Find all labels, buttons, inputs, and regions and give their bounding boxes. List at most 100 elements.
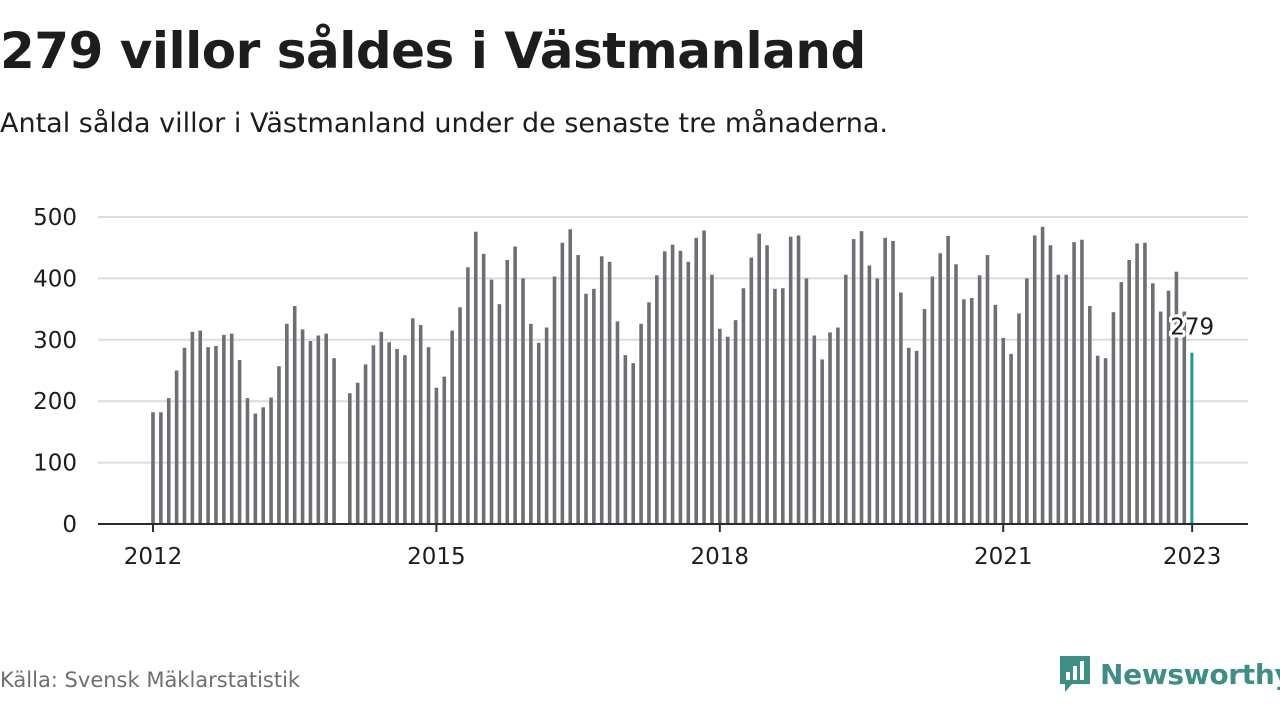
bar <box>891 240 895 525</box>
x-tick-label: 2015 <box>407 544 466 570</box>
bar <box>686 261 691 524</box>
y-tick-label: 300 <box>33 328 77 354</box>
bar <box>1072 242 1076 524</box>
bar <box>308 341 313 524</box>
latest-value-label: 279 <box>1170 315 1214 341</box>
bar <box>560 242 565 524</box>
bar <box>1017 313 1021 524</box>
bar <box>466 267 470 524</box>
bar <box>678 250 683 524</box>
bar <box>843 274 848 524</box>
bar <box>1095 355 1100 524</box>
bar <box>615 321 620 524</box>
bar <box>954 264 958 524</box>
bar <box>1064 274 1069 524</box>
bar <box>1143 242 1147 524</box>
bar <box>599 256 604 524</box>
bar <box>938 253 943 524</box>
bar <box>379 331 384 524</box>
bar <box>631 363 636 524</box>
bar <box>505 259 510 524</box>
x-tick-label: 2021 <box>974 544 1033 570</box>
y-tick-label: 100 <box>33 451 77 477</box>
bar <box>1158 311 1163 524</box>
bar <box>875 278 880 524</box>
bar <box>749 257 754 524</box>
bar <box>1135 243 1139 525</box>
bar <box>403 355 407 524</box>
bar <box>607 261 612 524</box>
bar <box>458 307 462 524</box>
bar <box>623 355 628 524</box>
bar <box>521 278 525 524</box>
bar <box>804 278 809 524</box>
y-tick-label: 500 <box>33 205 77 231</box>
bar <box>497 304 502 524</box>
bar <box>765 245 769 524</box>
bar <box>1056 274 1061 524</box>
bar <box>922 309 927 524</box>
bar <box>836 327 840 524</box>
bar <box>332 358 336 524</box>
bar <box>269 397 273 524</box>
bar <box>1040 226 1045 524</box>
bar <box>662 251 667 524</box>
bar <box>182 347 187 524</box>
bar <box>568 229 573 524</box>
x-tick-label: 2012 <box>124 544 183 570</box>
y-tick-label: 200 <box>33 389 77 415</box>
bar <box>655 275 659 524</box>
bar <box>174 370 179 524</box>
bar <box>363 364 368 524</box>
bar <box>930 276 935 524</box>
bar <box>985 255 990 524</box>
bar <box>261 407 266 524</box>
bar <box>1025 278 1029 524</box>
bar <box>159 412 163 524</box>
bar <box>292 306 297 524</box>
bar <box>410 318 415 524</box>
bar <box>670 244 675 524</box>
bar <box>355 382 360 524</box>
bar <box>946 236 950 524</box>
bar <box>198 330 203 524</box>
bar <box>914 350 919 524</box>
bar <box>883 237 887 524</box>
y-axis-ticks: 0 100 200 300 400 500 <box>33 205 77 538</box>
brand[interactable]: Newsworthy <box>1058 654 1280 694</box>
bar <box>1127 259 1131 524</box>
bar <box>694 237 699 524</box>
data-labels: 279 <box>1167 312 1217 344</box>
bar <box>481 253 486 524</box>
bar <box>253 413 258 524</box>
bar <box>434 387 439 524</box>
bar <box>796 235 801 525</box>
bar <box>773 288 777 524</box>
x-tick-label: 2018 <box>691 544 750 570</box>
bar <box>584 293 588 524</box>
bar <box>166 398 171 524</box>
bar <box>1001 337 1006 524</box>
bar <box>442 376 447 524</box>
bar <box>285 323 289 524</box>
bar <box>962 299 966 524</box>
bar <box>647 302 651 524</box>
bar <box>592 288 596 524</box>
bar <box>851 239 856 524</box>
bar <box>316 335 321 524</box>
bar <box>348 393 352 524</box>
bar <box>552 276 557 524</box>
bar-chart: 0 100 200 300 400 500 2012 2015 2018 2021 2023 27… <box>33 205 1248 570</box>
bars <box>151 226 1194 525</box>
bar <box>725 336 730 524</box>
bar <box>190 331 195 524</box>
bar <box>969 298 974 524</box>
bar <box>277 366 281 524</box>
bar <box>906 347 911 524</box>
bar <box>702 230 706 524</box>
bar <box>812 335 817 524</box>
y-tick-label: 400 <box>33 266 77 292</box>
chart-title: 279 villor såldes i Västmanland <box>0 22 866 80</box>
y-tick-label: 0 <box>62 512 77 538</box>
bar <box>513 246 517 525</box>
